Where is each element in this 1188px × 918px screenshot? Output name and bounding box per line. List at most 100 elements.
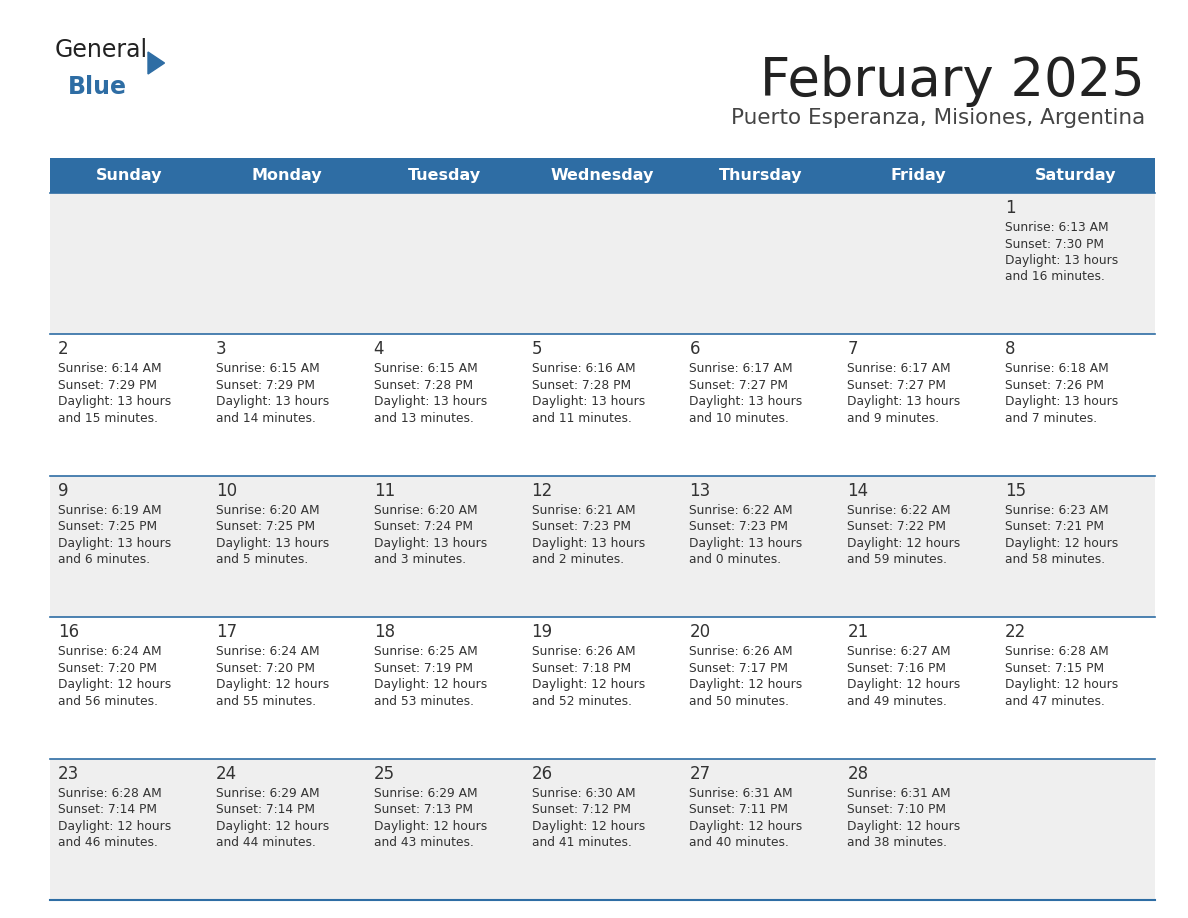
Bar	[50, 158, 1155, 193]
Text: Sunset: 7:25 PM: Sunset: 7:25 PM	[58, 521, 157, 533]
Text: Sunset: 7:30 PM: Sunset: 7:30 PM	[1005, 238, 1104, 251]
Text: 2: 2	[58, 341, 69, 358]
Text: Sunset: 7:20 PM: Sunset: 7:20 PM	[216, 662, 315, 675]
Text: 18: 18	[374, 623, 394, 641]
Text: Sunrise: 6:29 AM: Sunrise: 6:29 AM	[374, 787, 478, 800]
Text: Sunset: 7:14 PM: Sunset: 7:14 PM	[216, 803, 315, 816]
Text: 10: 10	[216, 482, 236, 499]
Text: Sunrise: 6:23 AM: Sunrise: 6:23 AM	[1005, 504, 1108, 517]
Text: Sunset: 7:23 PM: Sunset: 7:23 PM	[689, 521, 789, 533]
Text: Daylight: 12 hours: Daylight: 12 hours	[58, 820, 171, 833]
Text: Friday: Friday	[890, 168, 946, 183]
Text: Daylight: 13 hours: Daylight: 13 hours	[847, 396, 961, 409]
Text: Sunset: 7:10 PM: Sunset: 7:10 PM	[847, 803, 947, 816]
Text: Sunset: 7:22 PM: Sunset: 7:22 PM	[847, 521, 947, 533]
Text: Sunset: 7:21 PM: Sunset: 7:21 PM	[1005, 521, 1104, 533]
Text: Sunrise: 6:20 AM: Sunrise: 6:20 AM	[216, 504, 320, 517]
Text: Sunset: 7:20 PM: Sunset: 7:20 PM	[58, 662, 157, 675]
Text: Daylight: 13 hours: Daylight: 13 hours	[374, 537, 487, 550]
Text: Sunset: 7:15 PM: Sunset: 7:15 PM	[1005, 662, 1105, 675]
Text: Sunrise: 6:16 AM: Sunrise: 6:16 AM	[531, 363, 636, 375]
Text: Sunrise: 6:17 AM: Sunrise: 6:17 AM	[689, 363, 794, 375]
Text: Sunset: 7:23 PM: Sunset: 7:23 PM	[531, 521, 631, 533]
Text: Sunset: 7:29 PM: Sunset: 7:29 PM	[216, 379, 315, 392]
Text: Sunrise: 6:24 AM: Sunrise: 6:24 AM	[216, 645, 320, 658]
Text: and 11 minutes.: and 11 minutes.	[531, 412, 632, 425]
Text: February 2025: February 2025	[760, 55, 1145, 107]
Text: Sunrise: 6:27 AM: Sunrise: 6:27 AM	[847, 645, 950, 658]
Text: Sunrise: 6:31 AM: Sunrise: 6:31 AM	[847, 787, 950, 800]
Text: Sunrise: 6:18 AM: Sunrise: 6:18 AM	[1005, 363, 1108, 375]
Text: 6: 6	[689, 341, 700, 358]
Text: Saturday: Saturday	[1035, 168, 1117, 183]
Text: Daylight: 13 hours: Daylight: 13 hours	[58, 396, 171, 409]
Text: Sunrise: 6:26 AM: Sunrise: 6:26 AM	[531, 645, 636, 658]
Text: Puerto Esperanza, Misiones, Argentina: Puerto Esperanza, Misiones, Argentina	[731, 108, 1145, 128]
Text: 11: 11	[374, 482, 394, 499]
Text: 20: 20	[689, 623, 710, 641]
Text: and 52 minutes.: and 52 minutes.	[531, 695, 632, 708]
Text: 3: 3	[216, 341, 227, 358]
Text: and 47 minutes.: and 47 minutes.	[1005, 695, 1105, 708]
Text: Daylight: 12 hours: Daylight: 12 hours	[847, 537, 961, 550]
Text: 8: 8	[1005, 341, 1016, 358]
Text: 22: 22	[1005, 623, 1026, 641]
Text: and 10 minutes.: and 10 minutes.	[689, 412, 789, 425]
Text: Daylight: 12 hours: Daylight: 12 hours	[689, 678, 803, 691]
Text: and 5 minutes.: and 5 minutes.	[216, 554, 308, 566]
Text: Sunrise: 6:28 AM: Sunrise: 6:28 AM	[1005, 645, 1108, 658]
Text: Daylight: 12 hours: Daylight: 12 hours	[847, 678, 961, 691]
Text: and 59 minutes.: and 59 minutes.	[847, 554, 947, 566]
Text: 4: 4	[374, 341, 384, 358]
Text: 13: 13	[689, 482, 710, 499]
Text: Sunrise: 6:26 AM: Sunrise: 6:26 AM	[689, 645, 794, 658]
Text: 1: 1	[1005, 199, 1016, 217]
Text: and 14 minutes.: and 14 minutes.	[216, 412, 316, 425]
Text: Daylight: 13 hours: Daylight: 13 hours	[1005, 254, 1118, 267]
Text: 17: 17	[216, 623, 236, 641]
Text: 14: 14	[847, 482, 868, 499]
Text: and 43 minutes.: and 43 minutes.	[374, 836, 474, 849]
Text: Sunrise: 6:22 AM: Sunrise: 6:22 AM	[847, 504, 950, 517]
Text: Daylight: 12 hours: Daylight: 12 hours	[531, 678, 645, 691]
Bar	[50, 193, 1155, 334]
Text: Daylight: 13 hours: Daylight: 13 hours	[216, 537, 329, 550]
Text: and 15 minutes.: and 15 minutes.	[58, 412, 158, 425]
Text: Sunrise: 6:13 AM: Sunrise: 6:13 AM	[1005, 221, 1108, 234]
Text: Monday: Monday	[252, 168, 322, 183]
Text: Daylight: 13 hours: Daylight: 13 hours	[531, 537, 645, 550]
Text: Daylight: 12 hours: Daylight: 12 hours	[1005, 678, 1118, 691]
Text: Daylight: 12 hours: Daylight: 12 hours	[374, 678, 487, 691]
Bar	[50, 476, 1155, 617]
Text: 26: 26	[531, 765, 552, 783]
Text: and 16 minutes.: and 16 minutes.	[1005, 271, 1105, 284]
Text: Sunset: 7:25 PM: Sunset: 7:25 PM	[216, 521, 315, 533]
Text: 16: 16	[58, 623, 80, 641]
Text: Sunset: 7:19 PM: Sunset: 7:19 PM	[374, 662, 473, 675]
Text: Sunrise: 6:22 AM: Sunrise: 6:22 AM	[689, 504, 794, 517]
Text: Sunset: 7:16 PM: Sunset: 7:16 PM	[847, 662, 947, 675]
Text: and 49 minutes.: and 49 minutes.	[847, 695, 947, 708]
Text: Sunrise: 6:21 AM: Sunrise: 6:21 AM	[531, 504, 636, 517]
Text: Daylight: 12 hours: Daylight: 12 hours	[1005, 537, 1118, 550]
Text: and 6 minutes.: and 6 minutes.	[58, 554, 150, 566]
Text: Sunset: 7:17 PM: Sunset: 7:17 PM	[689, 662, 789, 675]
Text: Daylight: 12 hours: Daylight: 12 hours	[531, 820, 645, 833]
Text: 12: 12	[531, 482, 552, 499]
Text: Sunset: 7:14 PM: Sunset: 7:14 PM	[58, 803, 157, 816]
Text: and 9 minutes.: and 9 minutes.	[847, 412, 940, 425]
Text: Sunset: 7:29 PM: Sunset: 7:29 PM	[58, 379, 157, 392]
Bar	[50, 758, 1155, 900]
Text: Daylight: 12 hours: Daylight: 12 hours	[58, 678, 171, 691]
Polygon shape	[148, 52, 164, 74]
Text: Thursday: Thursday	[719, 168, 802, 183]
Text: 21: 21	[847, 623, 868, 641]
Text: and 38 minutes.: and 38 minutes.	[847, 836, 947, 849]
Text: Sunrise: 6:19 AM: Sunrise: 6:19 AM	[58, 504, 162, 517]
Text: Sunset: 7:27 PM: Sunset: 7:27 PM	[689, 379, 789, 392]
Text: and 44 minutes.: and 44 minutes.	[216, 836, 316, 849]
Text: Sunrise: 6:28 AM: Sunrise: 6:28 AM	[58, 787, 162, 800]
Text: Sunrise: 6:20 AM: Sunrise: 6:20 AM	[374, 504, 478, 517]
Text: Sunday: Sunday	[96, 168, 163, 183]
Text: 23: 23	[58, 765, 80, 783]
